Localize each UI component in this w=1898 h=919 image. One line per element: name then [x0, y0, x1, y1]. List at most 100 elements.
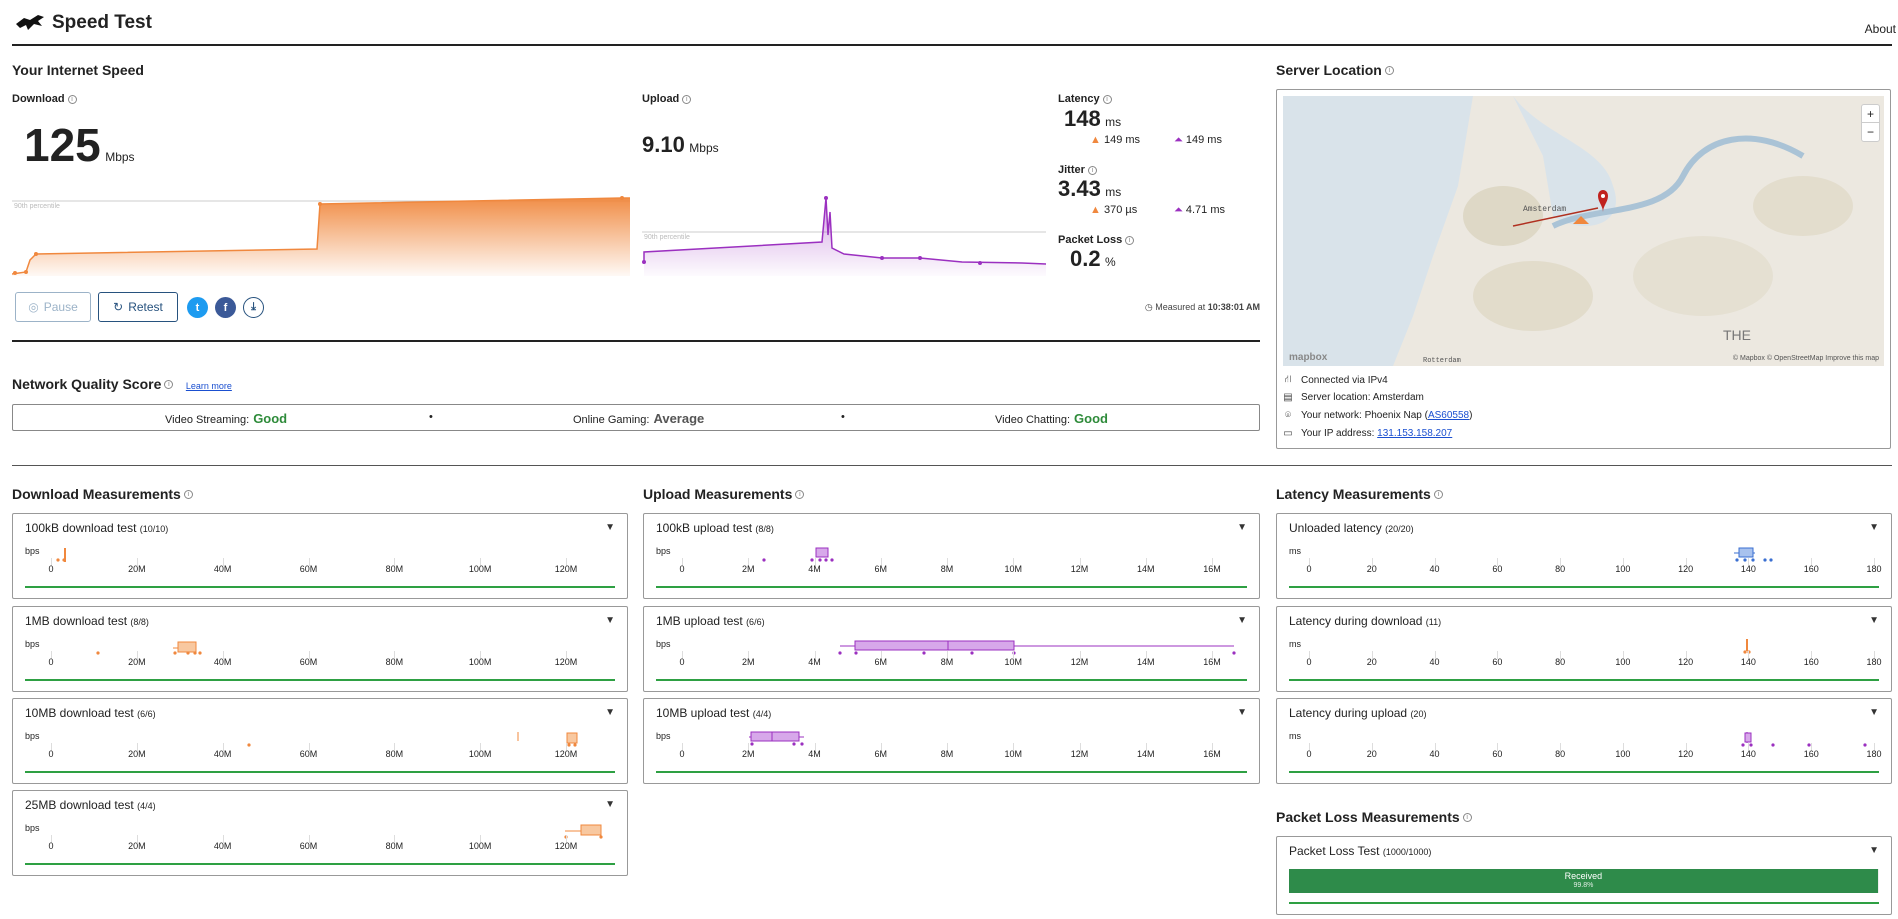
tick-label: 6M: [874, 564, 888, 574]
upload-test-card[interactable]: 10MB upload test (4/4) ▼ bps 0 2M 4M 6M 8M 10…: [643, 698, 1260, 784]
chevron-down-icon[interactable]: ▼: [605, 707, 615, 718]
nqs-separator: •: [841, 411, 845, 423]
download-results-icon[interactable]: ⤓: [243, 297, 264, 318]
grid-line: [394, 651, 396, 659]
success-bar: [656, 771, 1247, 773]
test-title: 100kB download test (10/10): [25, 521, 169, 535]
grid-line: [1309, 743, 1310, 751]
download-info-icon[interactable]: i: [67, 94, 77, 104]
tick-label: 80M: [385, 564, 404, 574]
download-measurements-info-icon[interactable]: i: [183, 490, 193, 500]
grid-line: [1013, 743, 1015, 751]
success-bar: [1289, 586, 1879, 588]
retest-button[interactable]: ↻ Retest: [98, 292, 178, 322]
grid-line: [566, 835, 567, 843]
chevron-down-icon[interactable]: ▼: [1869, 522, 1879, 533]
packet-loss-test-card[interactable]: Packet Loss Test (1000/1000) ▼ Received …: [1276, 836, 1892, 915]
download-area: [12, 198, 630, 276]
tick-label: 100: [1615, 657, 1631, 667]
server-location-row: ▤ Server location: Amsterdam: [1283, 392, 1424, 403]
as-link[interactable]: AS60558: [1427, 410, 1470, 421]
tick-label: 10M: [1004, 564, 1023, 574]
tick-label: 0: [679, 657, 685, 667]
upload-point: [880, 256, 884, 260]
chevron-down-icon[interactable]: ▼: [605, 522, 615, 533]
tick-label: 80: [1555, 749, 1566, 759]
download-point: [318, 202, 322, 206]
server-map[interactable]: Amsterdam Rotterdam THE mapbox © Mapbox …: [1283, 96, 1884, 366]
tick-label: 14M: [1136, 749, 1155, 759]
chevron-down-icon[interactable]: ▼: [605, 799, 615, 810]
zoom-out-button[interactable]: −: [1866, 125, 1874, 139]
download-test-card[interactable]: 25MB download test (4/4) ▼ bps 0 20M 40M 60…: [12, 790, 628, 876]
server-location-header: Server Location i: [1276, 62, 1394, 80]
ip-card-icon: ▭: [1283, 428, 1293, 439]
packet-loss-info-icon[interactable]: i: [1125, 235, 1135, 245]
chevron-down-icon[interactable]: ▼: [1869, 615, 1879, 626]
latency-test-card[interactable]: Latency during download (11) ▼ ms 0 20 40 6…: [1276, 606, 1892, 692]
latency-info-icon[interactable]: i: [1102, 94, 1112, 104]
success-bar: [25, 586, 615, 588]
grid-line: [394, 743, 396, 751]
upload-info-icon[interactable]: i: [682, 94, 692, 104]
axis-unit: ms: [1289, 639, 1301, 649]
latency-measurements-info-icon[interactable]: i: [1433, 490, 1443, 500]
map-label-rotterdam: Rotterdam: [1423, 357, 1461, 365]
upload-test-card[interactable]: 100kB upload test (8/8) ▼ bps 0 2M 4M 6M 8M 1…: [643, 513, 1260, 599]
zoom-in-button[interactable]: +: [1862, 105, 1879, 123]
about-link[interactable]: About: [1864, 22, 1896, 36]
chevron-down-icon[interactable]: ▼: [1237, 522, 1247, 533]
chevron-down-icon[interactable]: ▼: [605, 615, 615, 626]
tick-label: 40M: [213, 841, 232, 851]
pause-button[interactable]: ◎ Pause: [15, 292, 91, 322]
grid-line: [566, 743, 567, 751]
connected-via: ⛙ Connected via IPv4: [1284, 374, 1388, 386]
tick-label: 60M: [299, 749, 318, 759]
tick-label: 20M: [128, 841, 146, 851]
latency-test-card[interactable]: Unloaded latency (20/20) ▼ ms 0 20 40 60 80 1…: [1276, 513, 1892, 599]
chevron-down-icon[interactable]: ▼: [1869, 707, 1879, 718]
grid-line: [947, 558, 948, 566]
nqs-info-icon[interactable]: i: [164, 380, 174, 390]
ip-link[interactable]: 131.153.158.207: [1377, 428, 1453, 439]
chevron-down-icon[interactable]: ▼: [1869, 845, 1879, 856]
grid-line: [1434, 558, 1436, 566]
download-test-card[interactable]: 1MB download test (8/8) ▼ bps 0 20M 40M 60M…: [12, 606, 628, 692]
chevron-down-icon[interactable]: ▼: [1237, 615, 1247, 626]
latency-test-card[interactable]: Latency during upload (20) ▼ ms 0 20 40 60 8…: [1276, 698, 1892, 784]
upload-measurements-info-icon[interactable]: i: [795, 490, 805, 500]
nqs-video-streaming: Video Streaming: Good: [165, 411, 288, 426]
learn-more-link[interactable]: Learn more: [185, 381, 232, 391]
map-water: [1513, 96, 1616, 226]
box-plot: [1741, 732, 1867, 747]
grid-line: [748, 558, 750, 566]
upload-line: [643, 197, 1046, 265]
grid-line: [748, 743, 750, 751]
grid-line: [1013, 651, 1015, 659]
chevron-down-icon[interactable]: ▼: [1237, 707, 1247, 718]
tick-label: 6M: [874, 657, 888, 667]
tick-label: 0: [1306, 657, 1312, 667]
jitter-info-icon[interactable]: i: [1087, 165, 1097, 175]
tick-label: 100M: [468, 564, 492, 574]
tick-label: 2M: [741, 564, 755, 574]
jitter-label: Jitter i: [1058, 164, 1097, 176]
download-test-card[interactable]: 10MB download test (6/6) ▼ bps 0 20M 40M 60…: [12, 698, 628, 784]
packet-loss-measurements-info-icon[interactable]: i: [1462, 813, 1472, 823]
upload-test-card[interactable]: 1MB upload test (6/6) ▼ bps 0 2M 4M 6M 8M 10M…: [643, 606, 1260, 692]
grid-line: [480, 835, 482, 843]
axis-unit: bps: [656, 639, 671, 649]
server-marker-icon: [1598, 190, 1608, 212]
grid-line: [1212, 558, 1213, 566]
server-info-icon[interactable]: i: [1384, 66, 1394, 76]
upload-triangle-icon: ⏶: [1174, 134, 1183, 146]
facebook-share-icon[interactable]: f: [215, 297, 236, 318]
tick-label: 120: [1678, 564, 1694, 574]
download-test-card[interactable]: 100kB download test (10/10) ▼ bps 0 20M 40…: [12, 513, 628, 599]
grid-line: [1371, 743, 1373, 751]
tick-label: 100M: [468, 841, 492, 851]
twitter-share-icon[interactable]: t: [187, 297, 208, 318]
tick-label: 10M: [1004, 749, 1023, 759]
packet-loss-value-wrap: 0.2 %: [1070, 246, 1116, 272]
upload-measurements-header: Upload Measurements i: [643, 486, 805, 504]
